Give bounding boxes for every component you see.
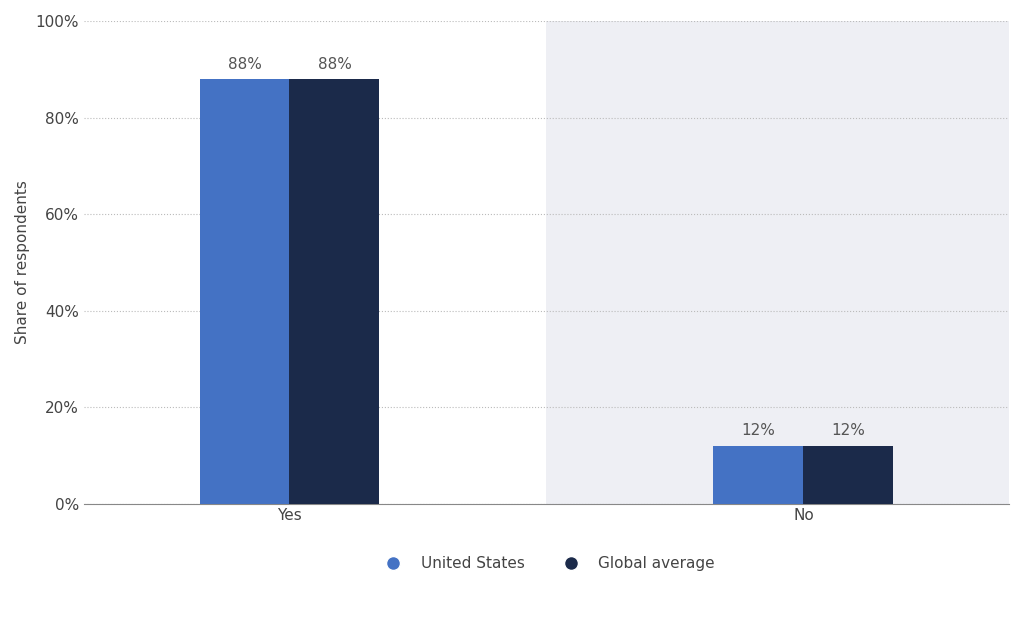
Bar (290, 79, 380, 503)
Y-axis label: Share of respondents: Share of respondents (15, 181, 30, 345)
Bar (804, 445, 893, 503)
Text: 88%: 88% (227, 57, 261, 72)
Bar (547, 21, 1009, 503)
Text: 12%: 12% (741, 424, 775, 439)
Text: 12%: 12% (831, 424, 865, 439)
Legend: United States, Global average: United States, Global average (372, 550, 721, 577)
Bar (714, 445, 804, 503)
Bar (200, 79, 290, 503)
Text: 88%: 88% (317, 57, 351, 72)
